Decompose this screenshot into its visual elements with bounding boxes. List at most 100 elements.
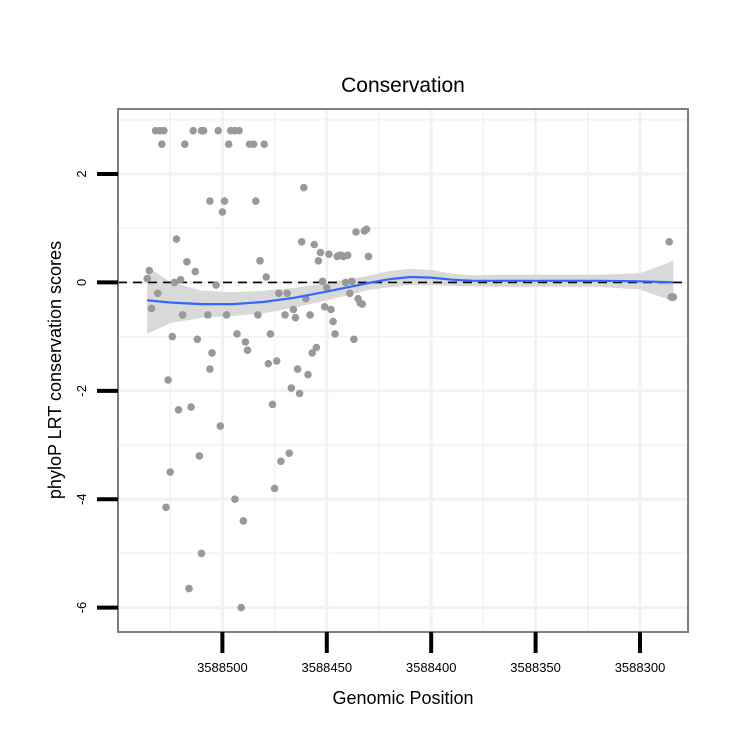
data-point <box>170 278 179 287</box>
data-point <box>206 197 214 205</box>
y-axis-label: phyloP LRT conservation scores <box>45 241 65 499</box>
data-point <box>252 197 260 205</box>
confidence-ribbon <box>147 260 674 334</box>
data-point <box>262 273 271 281</box>
data-point <box>308 349 317 357</box>
data-point <box>185 584 193 593</box>
plot-frame <box>117 108 689 633</box>
data-point <box>208 349 216 357</box>
data-point <box>665 238 673 246</box>
y-tick-label: -4 <box>74 493 89 505</box>
data-point <box>341 278 350 287</box>
data-point <box>233 330 241 338</box>
data-point <box>364 252 373 261</box>
data-point <box>352 228 360 236</box>
data-point <box>312 343 321 352</box>
x-tick-label: 3588400 <box>406 660 457 675</box>
data-point <box>318 277 327 286</box>
data-point <box>306 311 314 319</box>
data-point <box>343 251 352 260</box>
data-point <box>218 208 227 216</box>
data-point <box>285 449 294 458</box>
data-point <box>291 313 300 322</box>
data-point <box>272 357 281 365</box>
data-point <box>164 376 172 384</box>
data-point <box>172 235 181 243</box>
x-axis-label: Genomic Position <box>332 688 473 708</box>
data-point <box>293 365 302 373</box>
data-point <box>260 140 269 148</box>
data-point <box>193 335 202 344</box>
y-tick-label: -6 <box>74 602 89 614</box>
data-point <box>235 126 243 135</box>
data-point <box>222 311 231 319</box>
x-tick-label: 3588500 <box>197 660 248 675</box>
data-point <box>300 183 308 192</box>
data-point <box>320 303 329 311</box>
data-point <box>295 389 304 398</box>
data-point <box>158 140 166 148</box>
data-point <box>204 311 212 319</box>
data-point <box>268 400 277 409</box>
data-point <box>346 289 354 298</box>
data-point <box>197 549 206 558</box>
data-point <box>195 452 204 460</box>
data-point <box>206 365 214 373</box>
data-point <box>266 330 275 338</box>
data-point <box>181 140 189 148</box>
data-point <box>216 422 225 430</box>
data-point <box>281 311 289 319</box>
data-point <box>316 248 325 257</box>
data-point <box>145 266 154 275</box>
data-point <box>147 304 156 313</box>
data-point <box>358 300 367 308</box>
data-point <box>297 238 306 246</box>
data-point <box>348 277 356 286</box>
data-point <box>256 257 264 265</box>
y-tick-label: -2 <box>74 385 89 397</box>
confidence-ribbon-layer <box>147 260 674 334</box>
data-point <box>325 250 333 258</box>
data-point <box>254 311 262 319</box>
chart-title: Conservation <box>341 74 465 97</box>
y-axis: 2 0 -2 -4 -6 <box>74 170 118 613</box>
smooth-line-layer <box>147 275 674 306</box>
data-point <box>237 603 245 612</box>
smooth-line <box>147 275 674 306</box>
data-point <box>669 293 678 301</box>
data-point <box>160 126 168 135</box>
x-tick-label: 3588300 <box>615 660 666 675</box>
data-point <box>323 284 331 292</box>
y-tick-label: 0 <box>74 279 89 286</box>
x-axis: 3588500 3588450 3588400 3588350 3588300 <box>197 632 665 675</box>
data-point <box>287 384 296 392</box>
data-point <box>224 140 233 148</box>
data-point <box>270 484 279 493</box>
data-point <box>249 140 258 148</box>
data-point <box>239 517 248 525</box>
data-point <box>189 126 197 135</box>
data-point <box>176 275 185 284</box>
data-point <box>331 330 339 338</box>
data-point <box>143 274 151 283</box>
data-point <box>231 495 239 504</box>
data-point <box>166 468 174 476</box>
data-point <box>327 305 335 314</box>
data-point <box>220 197 229 205</box>
data-point <box>304 370 312 379</box>
data-point <box>314 257 323 265</box>
data-point <box>214 126 222 135</box>
data-point <box>243 346 252 355</box>
data-point <box>264 359 273 368</box>
data-point <box>191 267 200 276</box>
data-point <box>153 289 162 298</box>
data-point <box>212 281 220 289</box>
data-point <box>162 503 170 512</box>
data-point <box>178 311 187 319</box>
data-point <box>174 406 183 414</box>
data-point <box>350 335 358 344</box>
x-tick-label: 3588350 <box>510 660 561 675</box>
data-point <box>283 289 291 298</box>
data-point <box>329 317 337 326</box>
